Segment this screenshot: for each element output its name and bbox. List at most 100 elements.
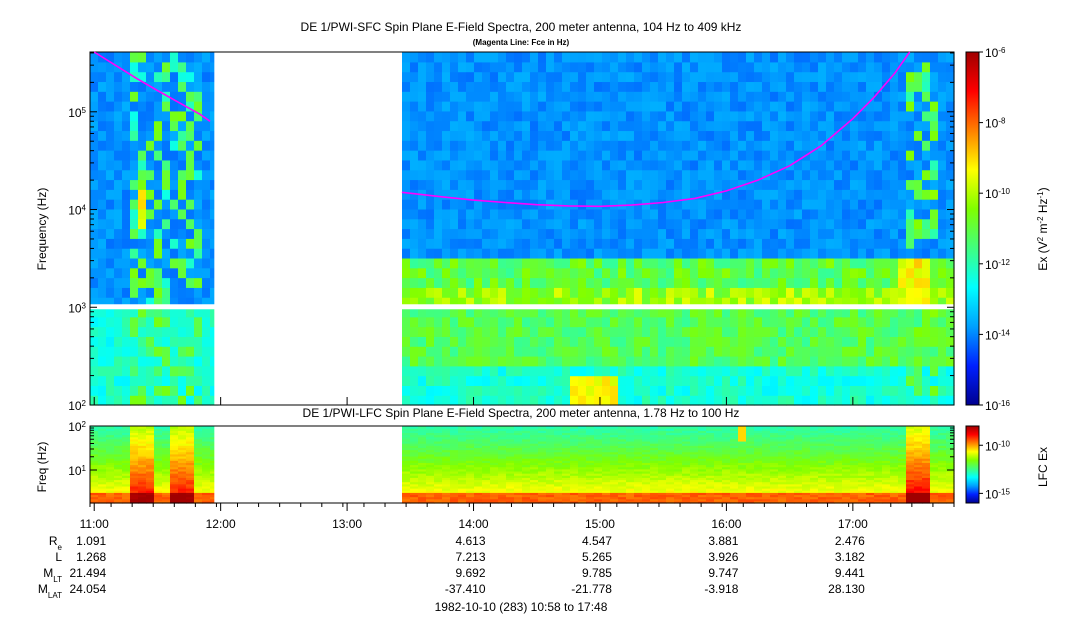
lfc-cell bbox=[178, 440, 187, 444]
sfc-cell bbox=[618, 52, 627, 63]
sfc-cell bbox=[858, 228, 867, 239]
sfc-cell bbox=[514, 316, 523, 328]
lfc-cell bbox=[170, 483, 179, 487]
lfc-cell bbox=[658, 453, 667, 457]
sfc-cell bbox=[466, 130, 475, 141]
lfc-cell bbox=[578, 447, 587, 451]
sfc-cell bbox=[634, 267, 643, 279]
sfc-cell bbox=[530, 71, 539, 83]
lfc-cell bbox=[514, 483, 523, 487]
sfc-cell bbox=[458, 346, 467, 357]
lfc-cell bbox=[202, 470, 211, 474]
sfc-cell bbox=[498, 395, 507, 406]
lfc-cell bbox=[618, 434, 627, 438]
sfc-cell bbox=[866, 61, 875, 73]
sfc-cell bbox=[874, 395, 883, 406]
sfc-cell bbox=[882, 189, 891, 200]
sfc-cell bbox=[130, 110, 139, 122]
lfc-cell bbox=[122, 466, 131, 470]
sfc-cell bbox=[482, 91, 491, 102]
sfc-cell bbox=[802, 306, 811, 318]
sfc-cell bbox=[650, 287, 659, 298]
sfc-cell bbox=[98, 297, 107, 308]
sfc-cell bbox=[426, 267, 435, 279]
sfc-cell bbox=[418, 395, 427, 406]
sfc-cell bbox=[882, 218, 891, 230]
lfc-cell bbox=[562, 468, 571, 472]
sfc-cell bbox=[730, 395, 739, 406]
sfc-cell bbox=[522, 52, 531, 63]
sfc-cell bbox=[906, 326, 915, 337]
sfc-cell bbox=[842, 101, 851, 112]
sfc-cell bbox=[202, 277, 211, 288]
sfc-cell bbox=[754, 277, 763, 288]
sfc-cell bbox=[770, 306, 779, 318]
sfc-cell bbox=[530, 179, 539, 190]
sfc-cell bbox=[578, 316, 587, 328]
sfc-cell bbox=[826, 238, 835, 249]
lfc-cell bbox=[154, 432, 163, 436]
sfc-cell bbox=[850, 228, 859, 239]
sfc-cell bbox=[706, 248, 715, 259]
sfc-cell bbox=[530, 218, 539, 230]
sfc-cell bbox=[826, 61, 835, 73]
sfc-cell bbox=[690, 130, 699, 141]
lfc-cell bbox=[618, 447, 627, 451]
sfc-cell bbox=[722, 91, 731, 102]
lfc-cell bbox=[626, 432, 635, 436]
lfc-cell bbox=[586, 432, 595, 436]
sfc-cell bbox=[426, 169, 435, 181]
lfc-cell bbox=[426, 500, 435, 504]
sfc-cell bbox=[658, 346, 667, 357]
lfc-cell bbox=[170, 438, 179, 442]
sfc-cell bbox=[794, 120, 803, 132]
lfc-cell bbox=[202, 436, 211, 440]
lfc-cell bbox=[642, 440, 651, 444]
sfc-cell bbox=[810, 385, 819, 396]
sfc-cell bbox=[794, 150, 803, 161]
sfc-cell bbox=[674, 238, 683, 249]
lfc-cell bbox=[682, 481, 691, 485]
sfc-cell bbox=[170, 159, 179, 171]
lfc-cell bbox=[498, 453, 507, 457]
sfc-cell bbox=[938, 395, 947, 406]
lfc-cell bbox=[442, 451, 451, 455]
sfc-cell bbox=[642, 287, 651, 298]
sfc-cell bbox=[410, 179, 419, 190]
sfc-cell bbox=[546, 159, 555, 171]
sfc-cell bbox=[130, 101, 139, 112]
sfc-cell bbox=[906, 355, 915, 367]
lfc-cell bbox=[138, 477, 147, 481]
lfc-cell bbox=[154, 426, 163, 429]
sfc-cell bbox=[138, 81, 147, 92]
sfc-cell bbox=[634, 336, 643, 347]
lfc-cell bbox=[170, 430, 179, 434]
sfc-cell bbox=[770, 395, 779, 406]
sfc-cell bbox=[202, 326, 211, 337]
sfc-cell bbox=[114, 326, 123, 337]
lfc-cell bbox=[410, 488, 419, 491]
lfc-cell bbox=[402, 462, 411, 466]
sfc-cell bbox=[202, 101, 211, 112]
sfc-cell bbox=[714, 297, 723, 308]
sfc-cell bbox=[706, 199, 715, 210]
sfc-cell bbox=[490, 385, 499, 396]
lfc-cell bbox=[434, 445, 443, 448]
sfc-cell bbox=[98, 91, 107, 102]
sfc-cell bbox=[194, 385, 203, 396]
sfc-cell bbox=[818, 71, 827, 83]
sfc-cell bbox=[602, 218, 611, 230]
lfc-cell bbox=[490, 440, 499, 444]
lfc-cell bbox=[210, 453, 219, 457]
sfc-cell bbox=[906, 267, 915, 279]
lfc-cell bbox=[114, 485, 123, 489]
lfc-cell bbox=[666, 477, 675, 481]
sfc-cell bbox=[514, 395, 523, 406]
sfc-cell bbox=[98, 130, 107, 141]
lfc-cell bbox=[154, 445, 163, 448]
sfc-cell bbox=[458, 326, 467, 337]
lfc-cell bbox=[98, 475, 107, 478]
lfc-cell bbox=[418, 440, 427, 444]
sfc-cell bbox=[90, 71, 99, 83]
lfc-cell bbox=[106, 481, 115, 485]
